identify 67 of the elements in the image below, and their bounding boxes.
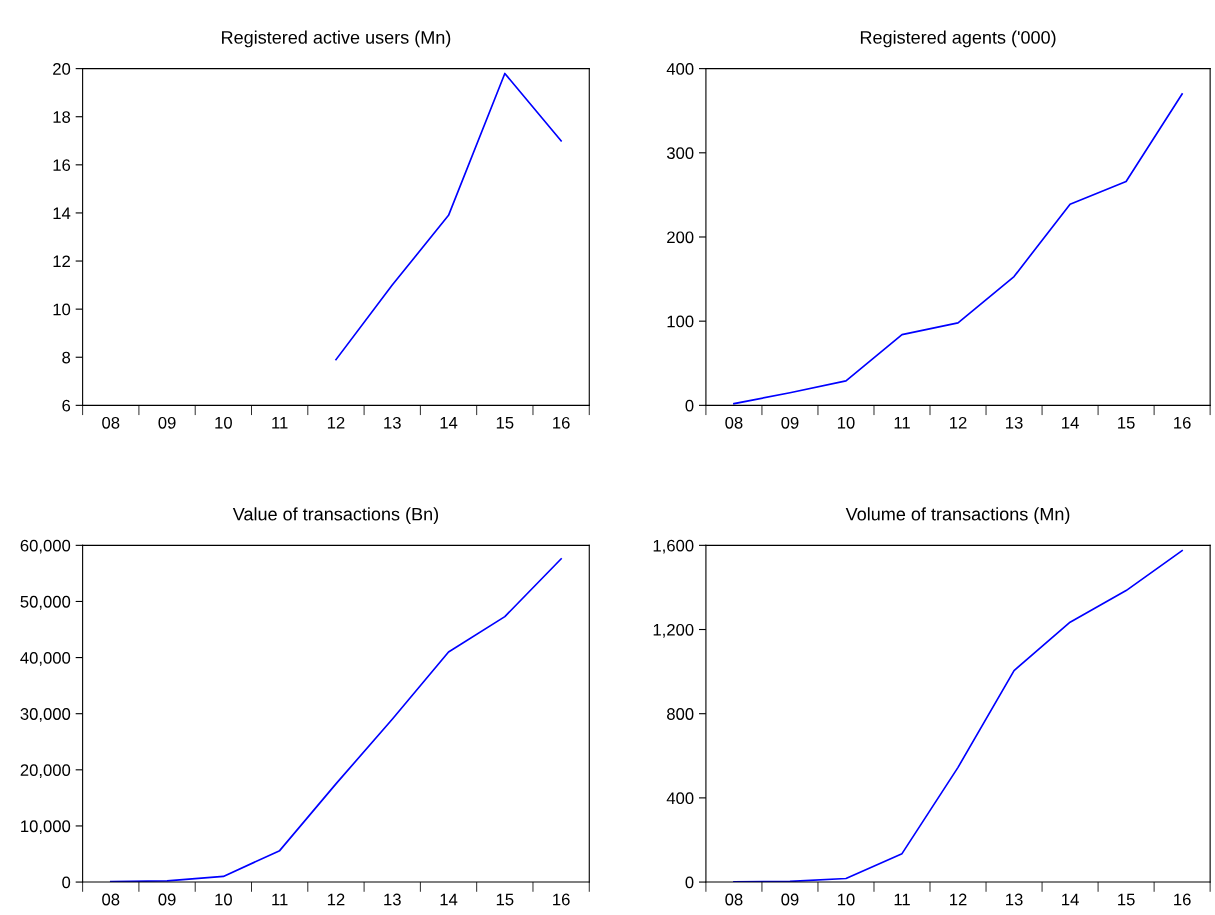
y-tick-label: 400: [666, 63, 694, 75]
y-tick-label: 18: [53, 111, 71, 123]
x-tick-label: 12: [950, 893, 967, 906]
y-tick-label: 10: [53, 303, 71, 316]
y-tick-label: 8: [62, 351, 71, 364]
chart-title: Registered active users (Mn): [222, 30, 451, 48]
x-tick-label: 14: [440, 893, 458, 906]
y-tick-label: 0: [685, 876, 694, 889]
y-tick-label: 12: [53, 255, 70, 268]
y-tick-label: 6: [62, 399, 71, 412]
x-tick-label: 15: [496, 893, 514, 906]
x-tick-label: 15: [496, 417, 514, 429]
x-tick-label: 16: [1174, 893, 1191, 906]
x-tick-label: 11: [894, 893, 910, 906]
x-tick-label: 10: [215, 893, 232, 906]
x-tick-label: 09: [781, 416, 799, 429]
x-tick-label: 16: [553, 416, 570, 429]
x-tick-label: 12: [327, 893, 345, 906]
x-tick-label: 11: [272, 417, 288, 429]
y-tick-label: 100: [667, 315, 694, 328]
y-tick-label: 400: [666, 792, 694, 805]
y-tick-label: 1,200: [653, 623, 694, 638]
x-tick-label: 14: [1062, 417, 1079, 429]
x-tick-label: 13: [1006, 416, 1023, 429]
y-tick-label: 300: [666, 147, 694, 160]
y-tick-label: 16: [53, 159, 71, 172]
x-tick-label: 13: [384, 416, 401, 429]
x-tick-label: 08: [725, 893, 743, 906]
y-tick-label: 40,000: [20, 651, 71, 666]
line-series: [733, 93, 1183, 405]
chart-title: Volume of transactions (Mn): [845, 507, 1070, 525]
x-tick-label: 13: [384, 893, 401, 906]
y-tick-label: 800: [667, 708, 694, 720]
y-tick-label: 14: [53, 207, 71, 219]
y-tick-label: 20: [53, 63, 71, 75]
x-tick-label: 10: [215, 416, 232, 429]
x-tick-label: 15: [1118, 893, 1135, 906]
x-tick-label: 16: [1174, 416, 1191, 429]
y-tick-label: 60,000: [20, 539, 71, 554]
x-tick-label: 16: [553, 893, 570, 906]
x-tick-label: 09: [158, 416, 176, 429]
x-tick-label: 08: [102, 893, 120, 906]
y-tick-label: 50,000: [20, 595, 71, 610]
x-tick-label: 15: [1118, 417, 1135, 429]
x-tick-label: 10: [837, 416, 855, 429]
y-tick-label: 30,000: [20, 708, 71, 722]
x-tick-label: 12: [950, 416, 967, 429]
x-tick-label: 12: [327, 416, 345, 429]
y-tick-label: 10,000: [21, 820, 71, 835]
x-tick-label: 08: [102, 416, 120, 429]
x-tick-label: 13: [1006, 893, 1023, 906]
x-tick-label: 08: [725, 416, 743, 429]
y-tick-label: 200: [667, 231, 694, 244]
y-tick-label: 0: [62, 876, 71, 889]
x-tick-label: 10: [837, 893, 855, 906]
chart-title: Registered agents ('000): [860, 30, 1056, 48]
y-tick-label: 20,000: [20, 764, 71, 778]
x-tick-label: 14: [1062, 893, 1079, 906]
x-tick-label: 11: [894, 417, 910, 429]
chart-title: Value of transactions (Bn): [232, 507, 439, 525]
y-tick-label: 0: [685, 399, 694, 412]
x-tick-label: 09: [158, 893, 176, 906]
line-series: [335, 72, 562, 361]
x-tick-label: 14: [440, 417, 458, 429]
y-tick-label: 1,600: [653, 539, 694, 554]
x-tick-label: 11: [272, 893, 288, 906]
x-tick-label: 09: [781, 893, 799, 906]
